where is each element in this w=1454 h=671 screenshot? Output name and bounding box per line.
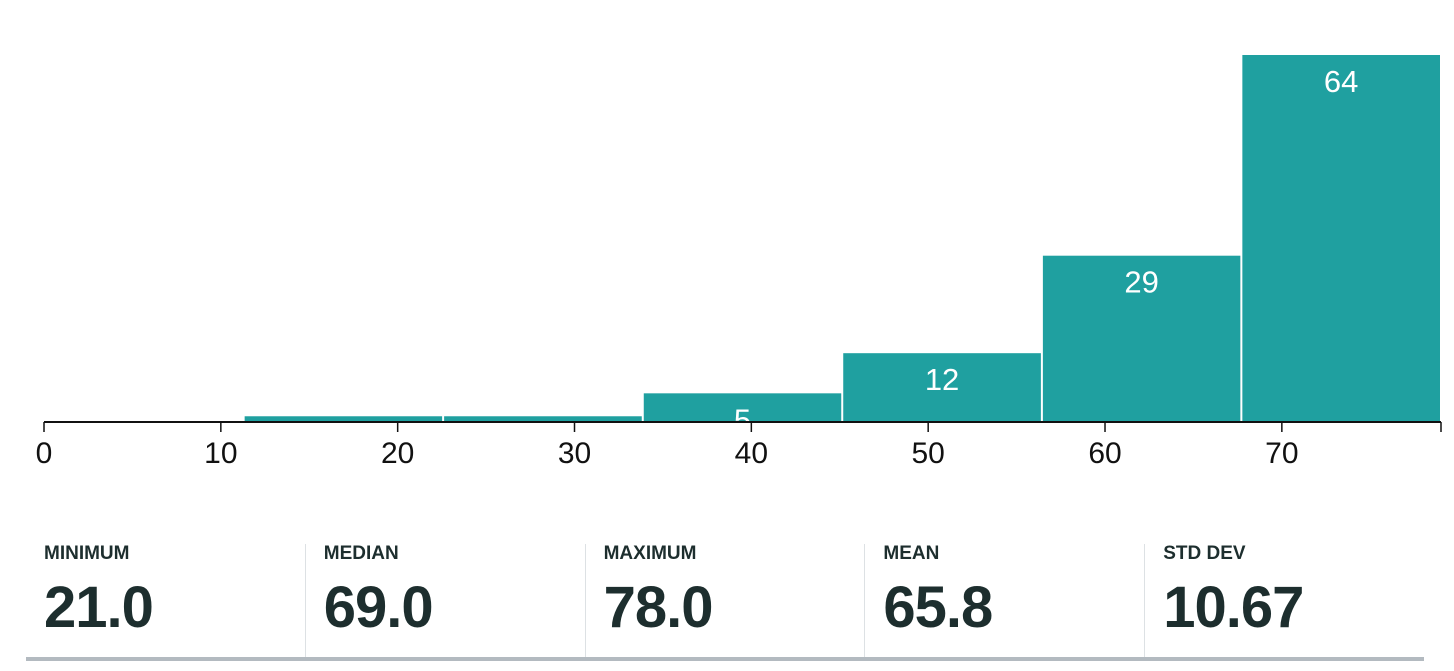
bar-label: 1 (534, 425, 551, 460)
bar-label: 5 (734, 402, 751, 437)
chart: 1 1 5 12 29 64 0 10 20 30 40 50 60 70 (36, 55, 1442, 470)
x-tick-label: 70 (1265, 437, 1298, 470)
bar (1242, 55, 1440, 422)
bar-label: 1 (335, 425, 352, 460)
stat-label: MAXIMUM (603, 543, 697, 564)
x-tick-label: 40 (735, 437, 768, 470)
stat-value: 69.0 (323, 575, 434, 640)
stats-row: MINIMUM 21.0 MEDIAN 69.0 MAXIMUM 78.0 MEAN 65.8… (26, 544, 1424, 661)
x-axis: 0 10 20 30 40 50 60 70 (36, 421, 1442, 470)
bar (843, 353, 1041, 422)
stat: MINIMUM 21.0 (26, 544, 305, 657)
plot-area: 1 1 5 12 29 64 (244, 55, 1440, 460)
bar-label: 12 (925, 362, 959, 397)
bar (244, 416, 443, 422)
x-tick-label: 50 (911, 437, 944, 470)
stat: MEAN 65.8 (864, 544, 1144, 657)
stat: MAXIMUM 78.0 (584, 543, 865, 657)
bar-label: 64 (1324, 64, 1358, 99)
x-tick-label: 30 (558, 437, 591, 470)
stat-label: MEAN (883, 543, 940, 564)
bar (444, 416, 642, 422)
stat-value: 78.0 (603, 575, 714, 640)
stat-label: MEDIAN (323, 543, 399, 564)
bar-label: 29 (1124, 265, 1158, 300)
stat-value: 10.67 (1163, 575, 1304, 640)
stat: STD DEV 10.67 (1144, 544, 1424, 657)
stat-label: MINIMUM (44, 543, 130, 564)
x-tick-label: 0 (36, 437, 53, 470)
x-tick-label: 60 (1088, 437, 1121, 470)
x-tick-label: 20 (381, 437, 414, 470)
bar (643, 393, 842, 422)
x-tick-label: 10 (204, 437, 237, 470)
stat-value: 65.8 (883, 575, 993, 640)
bar (1042, 255, 1241, 422)
stat: MEDIAN 69.0 (304, 543, 585, 657)
stat-label: STD DEV (1163, 543, 1246, 564)
stat-value: 21.0 (44, 575, 154, 640)
